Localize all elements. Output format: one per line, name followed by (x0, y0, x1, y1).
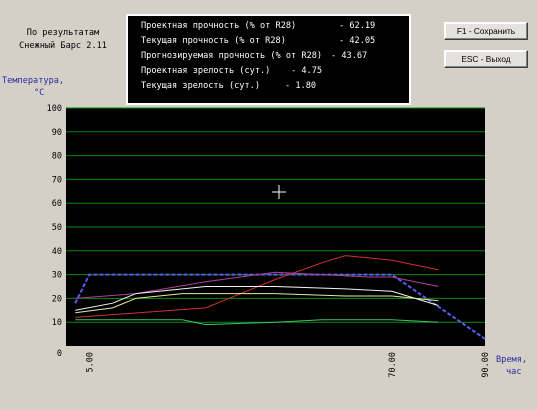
series-line-green (75, 319, 439, 326)
info-row-current-maturity: Текущая зрелость (сут.) - 1.80 (141, 81, 409, 96)
strength-info-panel: Проектная прочность (% от R28) - 62.19 Т… (126, 14, 411, 105)
save-button[interactable]: F1 - Сохранить (444, 22, 528, 40)
y-tick-label: 30 (52, 271, 62, 281)
info-value: - 1.80 (285, 81, 317, 91)
y-tick-label: 70 (52, 175, 62, 185)
y-axis-label-line2: °C (34, 88, 45, 98)
series-line-project (74, 273, 486, 340)
source-line-1: По результатам (26, 28, 100, 38)
info-row-predicted-strength: Прогнозируемая прочность (% от R28) - 43… (141, 51, 409, 66)
x-axis-label-line1: Время, (496, 355, 528, 365)
info-value: - 4.75 (291, 66, 323, 76)
y-tick-label: 90 (52, 128, 62, 138)
y-tick-label: 40 (52, 247, 62, 257)
series-lines (74, 255, 486, 340)
series-line-yellow (75, 293, 439, 314)
series-line-red (75, 255, 439, 318)
series-line-white (75, 286, 439, 311)
x-axis-label-line2: час (506, 367, 522, 377)
source-info: По результатам Снежный Барс 2.11 (8, 27, 118, 53)
y-tick-label: 100 (47, 104, 62, 114)
x-tick-label: 90.00 (481, 352, 491, 378)
x-tick-label: 70.00 (388, 352, 398, 378)
y-tick-label: 20 (52, 294, 62, 304)
info-value: - 42.05 (339, 36, 376, 46)
y-tick-label: 0 (57, 349, 62, 359)
x-axis-label: Время, час (496, 354, 527, 378)
info-label: Прогнозируемая прочность (% от R28) (141, 51, 323, 61)
info-label: Текущая зрелость (сут.) (141, 81, 260, 91)
y-tick-labels: 0 10 20 30 40 50 60 70 80 90 100 (47, 104, 62, 359)
info-label: Текущая прочность (% от R28) (141, 36, 286, 46)
y-tick-label: 50 (52, 223, 62, 233)
info-label: Проектная зрелость (сут.) (141, 66, 271, 76)
x-tick-label: 5.00 (85, 352, 95, 372)
y-tick-label: 60 (52, 199, 62, 209)
info-row-design-maturity: Проектная зрелость (сут.) - 4.75 (141, 66, 409, 81)
info-value: - 43.67 (331, 51, 368, 61)
info-row-design-strength: Проектная прочность (% от R28) - 62.19 (141, 21, 409, 36)
exit-button[interactable]: ESC - Выход (444, 50, 528, 68)
y-axis-label-line1: Температура, (2, 76, 65, 86)
info-label: Проектная прочность (% от R28) (141, 21, 297, 31)
y-tick-label: 10 (52, 318, 62, 328)
info-value: - 62.19 (339, 21, 376, 31)
info-row-current-strength: Текущая прочность (% от R28) - 42.05 (141, 36, 409, 51)
source-line-2: Снежный Барс 2.11 (19, 41, 107, 51)
crosshair-cursor (272, 185, 286, 199)
x-tick-labels: 5.00 70.00 90.00 (85, 352, 491, 378)
y-tick-label: 80 (52, 152, 62, 162)
series-line-magenta (75, 271, 439, 299)
y-axis-label: Температура, °C (0, 75, 80, 99)
